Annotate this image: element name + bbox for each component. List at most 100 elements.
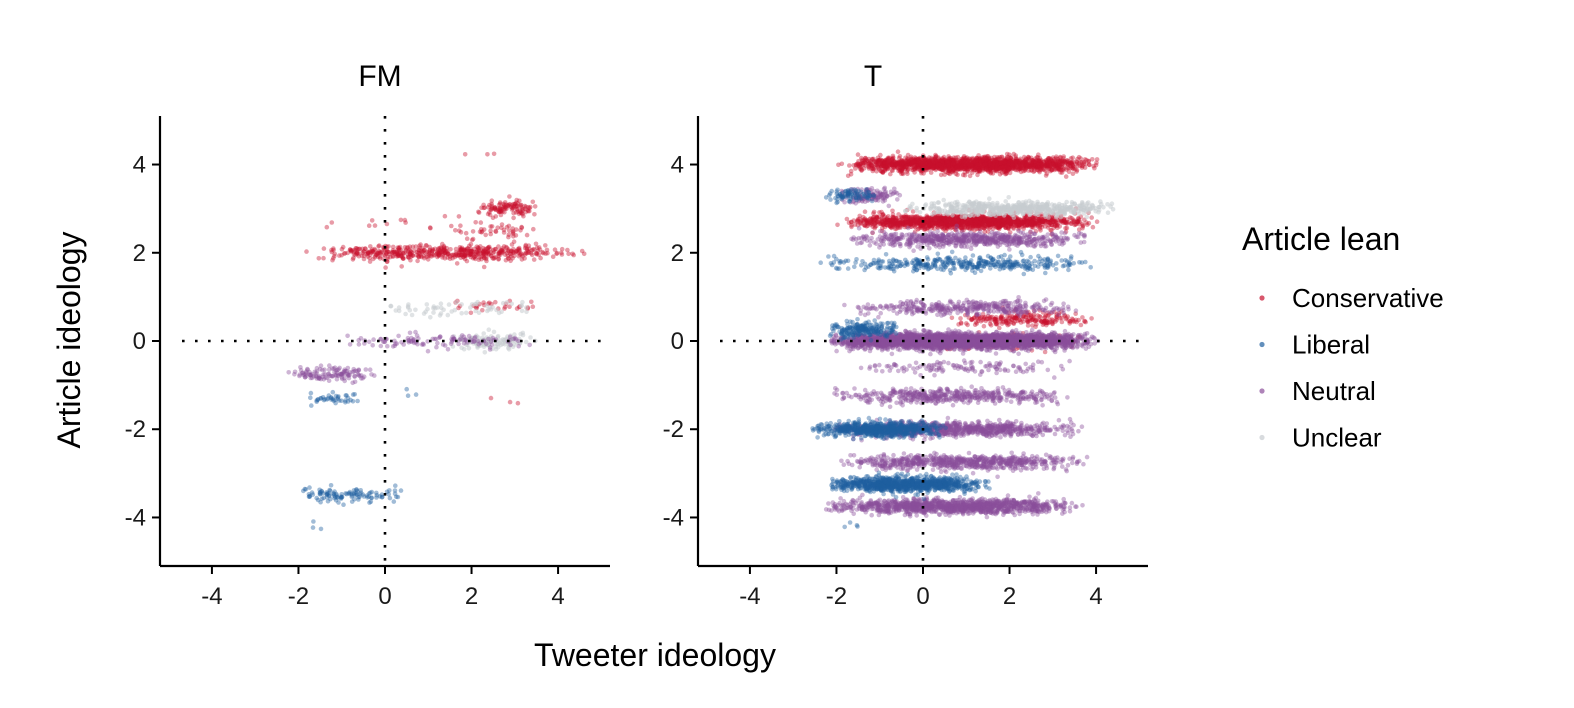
data-point [524,247,530,252]
data-point [458,246,463,252]
data-point [370,343,376,348]
data-point [1006,225,1011,231]
data-point [481,249,486,255]
data-point [968,159,973,165]
data-point [1014,163,1019,169]
data-point [481,331,487,336]
data-point [866,166,872,171]
data-point [998,160,1003,166]
data-point [410,244,416,249]
data-point [470,252,476,257]
data-point [896,212,901,217]
data-point [468,248,474,254]
data-point [431,305,436,311]
data-point [1044,171,1050,176]
data-point [453,250,459,255]
data-point [437,335,442,341]
data-point [483,256,489,262]
data-point [453,228,458,233]
data-point [352,374,358,379]
data-point [405,249,411,254]
data-point [1084,220,1089,225]
data-point [468,252,474,257]
data-point [403,311,408,317]
data-point [308,390,314,396]
data-point [948,156,954,161]
data-point [1031,164,1036,169]
data-point [321,255,326,261]
data-point [1006,160,1011,166]
data-point [531,226,536,232]
data-point [956,158,961,163]
data-point [836,162,841,168]
data-point [347,342,353,347]
data-point [331,246,336,251]
data-point [899,171,904,177]
data-point [389,250,395,256]
data-point [889,162,894,167]
data-point [436,252,441,258]
data-point [500,249,505,254]
data-point [864,218,870,224]
data-point [498,252,503,257]
data-point [510,246,516,252]
x-tick-label: 2 [465,583,478,610]
data-point [483,232,489,238]
data-point [505,203,511,208]
data-point [1053,319,1058,324]
data-point [478,250,483,256]
data-point [579,248,585,254]
cluster-liberal [308,389,360,408]
data-point [472,255,477,260]
data-point [407,247,412,253]
data-point [488,231,494,237]
data-point [431,253,437,258]
data-point [468,249,474,254]
data-point [1018,217,1023,222]
data-point [949,315,955,321]
data-point [361,249,366,254]
data-point [410,253,416,259]
data-point [982,217,988,223]
data-point [527,342,532,348]
data-point [340,244,346,250]
data-point [1034,219,1040,224]
data-point [381,252,387,257]
data-point [397,244,403,250]
cluster-liberal [310,519,324,532]
data-point [401,251,406,256]
data-point [490,305,495,310]
data-point [441,247,446,253]
data-point [458,255,464,260]
data-point [891,222,896,227]
data-point [463,310,469,316]
data-point [442,213,448,219]
data-point [442,255,448,261]
data-point [434,251,440,256]
data-point [517,208,523,214]
data-point [406,255,411,260]
data-point [334,376,340,382]
data-point [367,500,372,505]
data-point [1032,168,1037,173]
data-point [926,225,931,231]
data-point [528,335,533,340]
data-point [342,367,347,373]
data-point [427,248,432,254]
data-point [484,258,489,264]
data-point [483,249,488,254]
data-point [443,249,448,254]
points-FM [286,151,587,532]
data-point [419,254,425,260]
data-point [481,248,487,254]
data-point [492,247,498,252]
data-point [464,246,470,251]
data-point [425,348,431,354]
data-point [428,225,433,231]
data-point [501,244,507,249]
data-point [374,252,379,258]
data-point [447,256,453,262]
cluster-neutral [286,363,377,386]
data-point [337,365,342,371]
data-point [506,223,512,229]
